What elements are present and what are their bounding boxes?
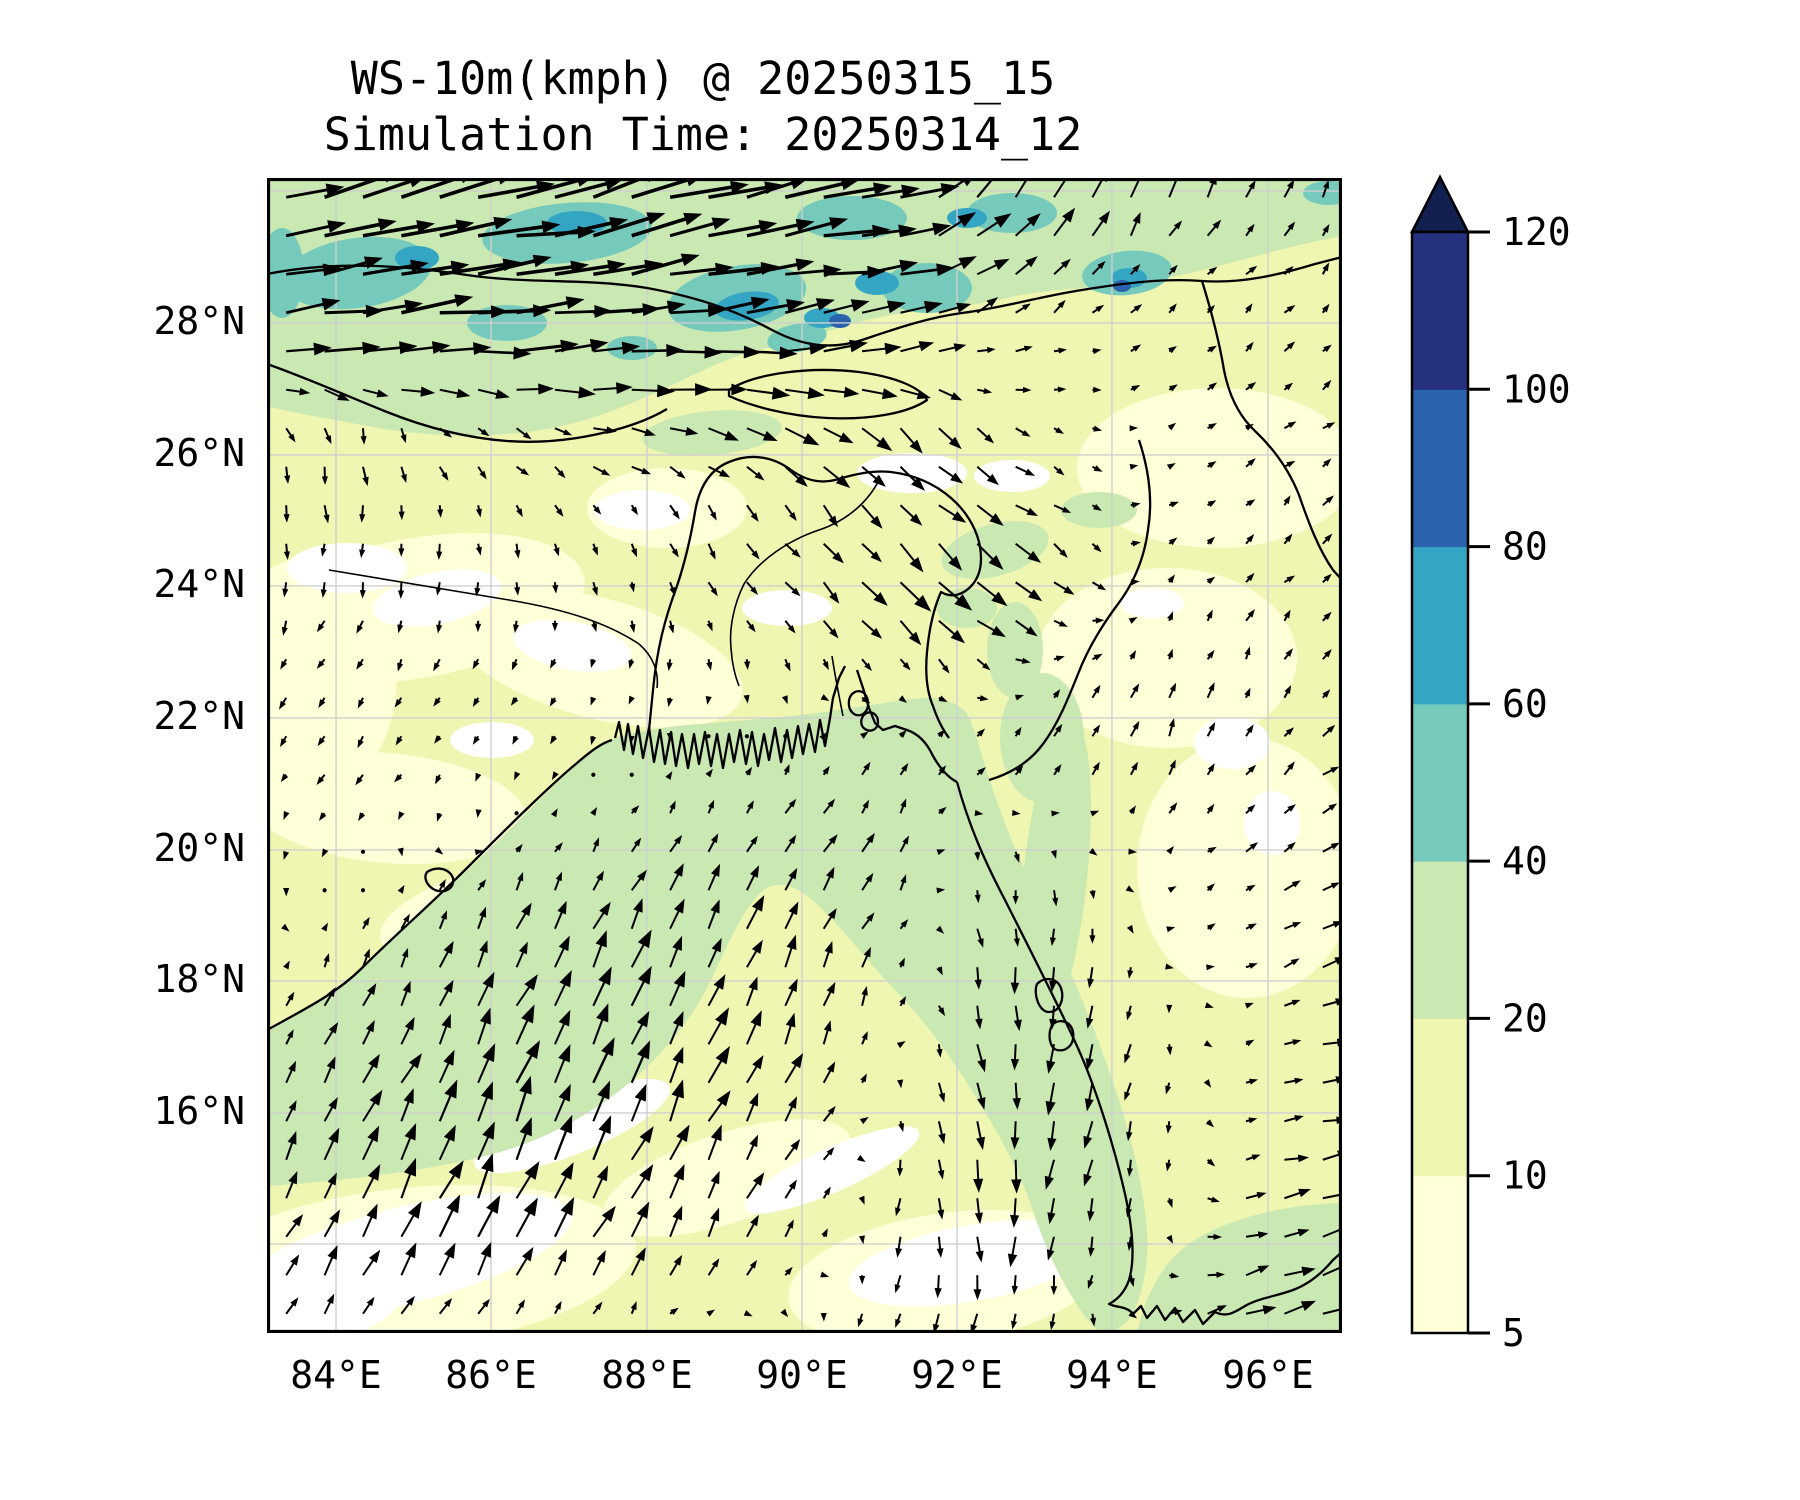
y-tick-label: 28°N — [153, 298, 245, 343]
colorbar-tick-label: 40 — [1502, 839, 1548, 883]
colorbar-tick-label: 60 — [1502, 682, 1548, 726]
x-tick-label: 94°E — [1066, 1353, 1158, 1397]
colorbar-tick-label: 120 — [1502, 210, 1571, 254]
coastline-borders — [267, 255, 1342, 1326]
x-tick-label: 86°E — [445, 1353, 537, 1397]
colorbar-tick-label: 20 — [1502, 996, 1548, 1040]
plot-frame — [267, 178, 1342, 1333]
y-tick-label: 20°N — [153, 825, 245, 870]
x-tick-label: 96°E — [1222, 1353, 1314, 1397]
colorbar-tick-label: 5 — [1502, 1311, 1525, 1355]
colorbar-tick-label: 100 — [1502, 367, 1571, 411]
wind-vector-arrows — [278, 178, 1342, 1333]
y-tick-label: 24°N — [153, 561, 245, 606]
plot-subtitle: Simulation Time: 20250314_12 — [323, 108, 1083, 161]
y-tick-label: 16°N — [153, 1088, 245, 1133]
y-tick-label: 18°N — [153, 956, 245, 1001]
colorbar-extend-triangle — [1409, 174, 1471, 234]
map-plot — [267, 178, 1342, 1333]
map-layers — [267, 178, 1342, 1333]
colorbar-tick-label: 80 — [1502, 525, 1548, 569]
colorbar: 5 10 20 40 60 80 100 120 — [1409, 174, 1571, 1355]
x-tick-label: 92°E — [911, 1353, 1003, 1397]
x-tick-label: 84°E — [290, 1353, 382, 1397]
plot-title: WS-10m(kmph) @ 20250315_15 — [350, 52, 1056, 105]
x-tick-label: 90°E — [756, 1353, 848, 1397]
colorbar-segments — [1412, 232, 1468, 1334]
colorbar-ticks: 5 10 20 40 60 80 100 120 — [1468, 210, 1571, 1355]
y-tick-label: 26°N — [153, 430, 245, 475]
colorbar-tick-label: 10 — [1502, 1154, 1548, 1198]
x-tick-label: 88°E — [601, 1353, 693, 1397]
graticule-gridlines — [267, 178, 1342, 1333]
windspeed-contour-fill — [267, 178, 1342, 1333]
y-tick-label: 22°N — [153, 693, 245, 738]
